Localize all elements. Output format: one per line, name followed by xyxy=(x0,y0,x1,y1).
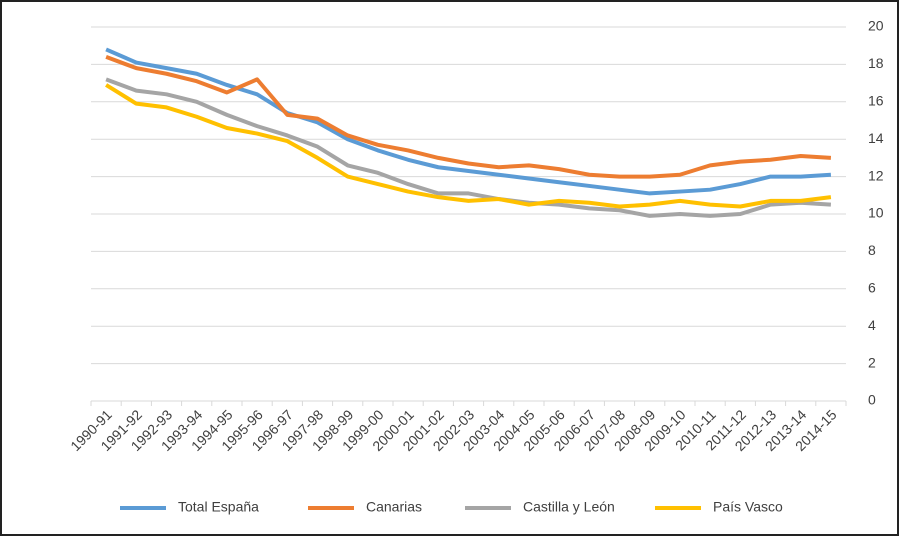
y-tick-label: 14 xyxy=(868,130,884,146)
y-tick-label: 16 xyxy=(868,93,884,109)
y-tick-label: 2 xyxy=(868,354,876,370)
y-tick-label: 12 xyxy=(868,167,884,183)
legend-label: Total España xyxy=(178,499,259,515)
y-tick-label: 10 xyxy=(868,205,884,221)
series-line xyxy=(105,83,832,209)
y-tick-label: 6 xyxy=(868,280,876,296)
y-tick-label: 18 xyxy=(868,55,884,71)
y-tick-label: 8 xyxy=(868,242,876,258)
legend-label: Canarias xyxy=(366,499,422,515)
legend-label: Castilla y León xyxy=(523,499,615,515)
series-line xyxy=(105,77,832,218)
series-line xyxy=(105,55,832,179)
series-line xyxy=(105,47,832,196)
y-tick-label: 20 xyxy=(868,18,884,34)
legend-label: País Vasco xyxy=(713,499,783,515)
y-tick-label: 0 xyxy=(868,392,876,408)
y-tick-label: 4 xyxy=(868,317,876,333)
